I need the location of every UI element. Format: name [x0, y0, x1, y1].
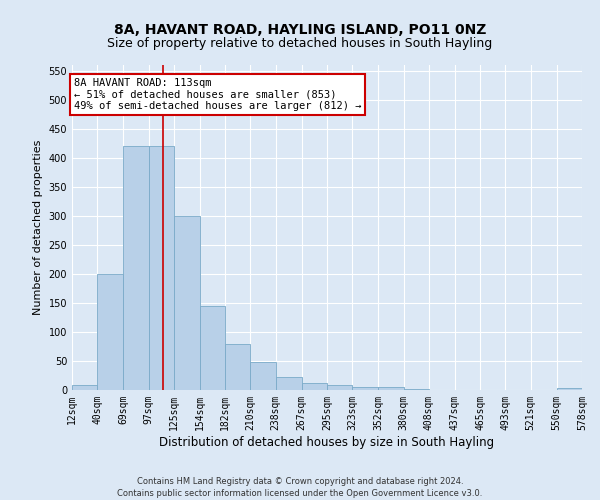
Y-axis label: Number of detached properties: Number of detached properties [33, 140, 43, 315]
Bar [124, 146, 149, 390]
Bar [302, 383, 327, 390]
Bar [250, 362, 275, 390]
Text: Contains HM Land Registry data © Crown copyright and database right 2024.
Contai: Contains HM Land Registry data © Crown c… [118, 476, 482, 498]
Bar [72, 386, 97, 390]
Bar [275, 376, 302, 390]
Bar [379, 387, 404, 390]
Text: 8A HAVANT ROAD: 113sqm
← 51% of detached houses are smaller (853)
49% of semi-de: 8A HAVANT ROAD: 113sqm ← 51% of detached… [74, 78, 361, 111]
Bar [327, 386, 352, 390]
Bar [557, 388, 582, 390]
Text: Size of property relative to detached houses in South Hayling: Size of property relative to detached ho… [107, 38, 493, 51]
Text: 8A, HAVANT ROAD, HAYLING ISLAND, PO11 0NZ: 8A, HAVANT ROAD, HAYLING ISLAND, PO11 0N… [114, 22, 486, 36]
Bar [97, 274, 124, 390]
Bar [149, 146, 174, 390]
Bar [225, 344, 250, 390]
Bar [200, 306, 225, 390]
Bar [404, 389, 429, 390]
Bar [352, 387, 379, 390]
Bar [174, 216, 200, 390]
X-axis label: Distribution of detached houses by size in South Hayling: Distribution of detached houses by size … [160, 436, 494, 448]
